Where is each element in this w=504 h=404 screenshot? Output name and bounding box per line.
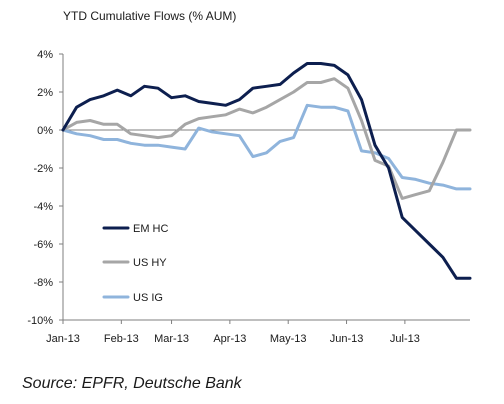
chart-title: YTD Cumulative Flows (% AUM) — [63, 9, 236, 23]
line-chart: YTD Cumulative Flows (% AUM) 4% 2% 0% -2% -4… — [27, 9, 472, 345]
series-line-em-hc — [61, 62, 472, 280]
series-line-us-ig — [61, 103, 472, 191]
x-tick-label: Apr-13 — [213, 333, 246, 345]
chart-axes: 4% 2% 0% -2% -4% -6% -8% -10% Jan-13 Feb-13 Mar-13… — [27, 49, 470, 345]
source-note: Source: EPFR, Deutsche Bank — [22, 375, 242, 392]
y-tick-label: 2% — [37, 87, 53, 99]
legend-label-us-hy: US HY — [133, 257, 167, 269]
legend-label-em-hc: EM HC — [133, 223, 169, 235]
legend: EM HC US HY US IG — [102, 223, 169, 304]
y-tick-label: -8% — [33, 277, 53, 289]
y-tick-label: 4% — [37, 49, 53, 61]
x-tick-label: Jun-13 — [330, 333, 364, 345]
y-tick-label: 0% — [37, 125, 53, 137]
x-tick-label: May-13 — [270, 333, 307, 345]
y-tick-label: -2% — [33, 163, 53, 175]
legend-label-us-ig: US IG — [133, 292, 163, 304]
y-tick-label: -4% — [33, 201, 53, 213]
y-tick-label: -6% — [33, 239, 53, 251]
x-tick-label: Mar-13 — [154, 333, 189, 345]
x-tick-label: Jan-13 — [46, 333, 80, 345]
x-tick-label: Jul-13 — [390, 333, 420, 345]
series-layer — [61, 62, 472, 280]
x-tick-label: Feb-13 — [104, 333, 139, 345]
series-line-us-hy — [61, 77, 472, 200]
y-tick-label: -10% — [27, 315, 53, 327]
